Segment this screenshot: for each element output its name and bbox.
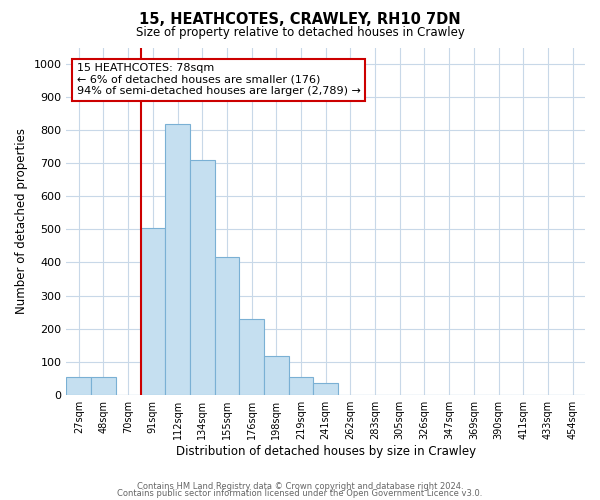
Bar bbox=[239, 318, 264, 394]
Bar bbox=[264, 356, 289, 395]
Bar bbox=[190, 160, 215, 394]
X-axis label: Distribution of detached houses by size in Crawley: Distribution of detached houses by size … bbox=[176, 444, 476, 458]
Text: Contains public sector information licensed under the Open Government Licence v3: Contains public sector information licen… bbox=[118, 489, 482, 498]
Bar bbox=[289, 376, 313, 394]
Text: Contains HM Land Registry data © Crown copyright and database right 2024.: Contains HM Land Registry data © Crown c… bbox=[137, 482, 463, 491]
Bar bbox=[215, 258, 239, 394]
Bar bbox=[140, 228, 165, 394]
Text: 15, HEATHCOTES, CRAWLEY, RH10 7DN: 15, HEATHCOTES, CRAWLEY, RH10 7DN bbox=[139, 12, 461, 28]
Text: 15 HEATHCOTES: 78sqm
← 6% of detached houses are smaller (176)
94% of semi-detac: 15 HEATHCOTES: 78sqm ← 6% of detached ho… bbox=[77, 63, 361, 96]
Y-axis label: Number of detached properties: Number of detached properties bbox=[15, 128, 28, 314]
Bar bbox=[165, 124, 190, 394]
Bar bbox=[91, 376, 116, 394]
Bar bbox=[313, 383, 338, 394]
Bar bbox=[67, 376, 91, 394]
Text: Size of property relative to detached houses in Crawley: Size of property relative to detached ho… bbox=[136, 26, 464, 39]
